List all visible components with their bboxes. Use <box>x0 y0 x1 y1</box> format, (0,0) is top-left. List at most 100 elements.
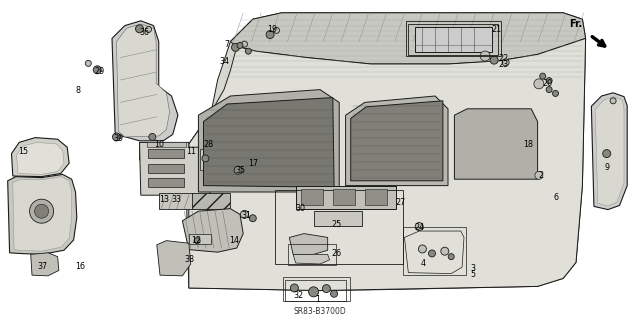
Text: 34: 34 <box>219 57 229 66</box>
Circle shape <box>234 166 242 174</box>
Text: 22: 22 <box>498 54 508 63</box>
Circle shape <box>250 215 256 222</box>
Polygon shape <box>116 24 170 137</box>
Polygon shape <box>204 98 334 187</box>
Circle shape <box>266 31 274 39</box>
Polygon shape <box>346 96 448 186</box>
Circle shape <box>145 27 152 32</box>
Polygon shape <box>595 97 624 206</box>
Text: 17: 17 <box>248 159 259 168</box>
Bar <box>275 190 403 264</box>
Circle shape <box>241 41 248 47</box>
Polygon shape <box>31 253 59 276</box>
Circle shape <box>93 66 101 74</box>
Bar <box>301 189 323 205</box>
Polygon shape <box>289 234 328 254</box>
Circle shape <box>441 247 449 255</box>
Circle shape <box>419 245 426 253</box>
Circle shape <box>546 78 552 84</box>
Polygon shape <box>198 90 339 192</box>
Circle shape <box>29 199 54 223</box>
Circle shape <box>232 44 239 52</box>
Text: 2: 2 <box>538 171 543 180</box>
Bar <box>333 189 355 205</box>
Text: 16: 16 <box>76 262 86 271</box>
Text: 28: 28 <box>204 140 214 149</box>
Polygon shape <box>12 138 69 177</box>
Polygon shape <box>140 142 210 195</box>
Text: 29: 29 <box>95 67 105 76</box>
Text: 35: 35 <box>236 166 246 175</box>
Text: 31: 31 <box>242 211 252 220</box>
Text: 13: 13 <box>159 195 169 204</box>
Text: SR83-B3700D: SR83-B3700D <box>294 307 346 316</box>
Text: 6: 6 <box>554 193 559 202</box>
Polygon shape <box>454 109 538 179</box>
Circle shape <box>245 48 252 54</box>
Text: 15: 15 <box>18 147 28 156</box>
Text: 33: 33 <box>172 195 182 204</box>
Bar <box>365 189 387 205</box>
Polygon shape <box>296 186 396 209</box>
Text: 39: 39 <box>114 134 124 143</box>
Bar <box>148 149 184 158</box>
Circle shape <box>502 59 509 66</box>
Circle shape <box>136 25 143 33</box>
Text: 8: 8 <box>76 86 81 95</box>
Bar <box>403 227 466 275</box>
Polygon shape <box>157 241 191 276</box>
Polygon shape <box>293 254 330 264</box>
Circle shape <box>331 290 337 297</box>
Bar <box>159 193 194 209</box>
Circle shape <box>202 155 209 162</box>
Circle shape <box>480 51 490 61</box>
Text: 21: 21 <box>492 25 502 34</box>
Text: 4: 4 <box>421 259 426 268</box>
Bar <box>192 193 230 209</box>
Circle shape <box>610 98 616 104</box>
Polygon shape <box>13 177 72 251</box>
Bar <box>200 149 211 170</box>
Text: 26: 26 <box>332 249 342 258</box>
Text: 27: 27 <box>396 198 406 207</box>
Text: 9: 9 <box>604 163 609 172</box>
Bar <box>285 280 346 301</box>
Text: 32: 32 <box>293 291 303 300</box>
Circle shape <box>194 238 200 244</box>
Text: 3: 3 <box>470 264 476 273</box>
Text: 18: 18 <box>524 140 534 149</box>
Polygon shape <box>591 93 627 210</box>
Bar <box>283 277 350 301</box>
Polygon shape <box>230 13 586 64</box>
Text: 10: 10 <box>154 140 164 149</box>
Circle shape <box>237 43 243 48</box>
Bar <box>314 211 362 226</box>
Text: 19: 19 <box>268 25 278 34</box>
Text: 14: 14 <box>229 236 239 245</box>
Bar <box>189 234 211 244</box>
Circle shape <box>113 133 120 141</box>
Polygon shape <box>112 21 178 141</box>
Polygon shape <box>140 142 182 160</box>
Text: 11: 11 <box>186 147 196 156</box>
Polygon shape <box>189 38 586 291</box>
Circle shape <box>291 284 298 292</box>
Polygon shape <box>17 142 64 174</box>
Text: Fr.: Fr. <box>569 19 582 29</box>
Text: 5: 5 <box>470 270 476 279</box>
Polygon shape <box>182 209 243 252</box>
Text: 20: 20 <box>543 79 553 88</box>
Bar <box>415 27 492 52</box>
Circle shape <box>490 56 498 64</box>
Text: 12: 12 <box>191 236 201 245</box>
Circle shape <box>35 204 49 218</box>
Polygon shape <box>351 101 443 181</box>
Circle shape <box>540 73 546 79</box>
Circle shape <box>415 223 423 230</box>
Text: 37: 37 <box>37 262 47 271</box>
Text: 7: 7 <box>224 40 229 49</box>
Text: 38: 38 <box>184 255 195 264</box>
Circle shape <box>241 211 248 218</box>
Text: 24: 24 <box>415 223 425 232</box>
Bar <box>147 142 186 147</box>
